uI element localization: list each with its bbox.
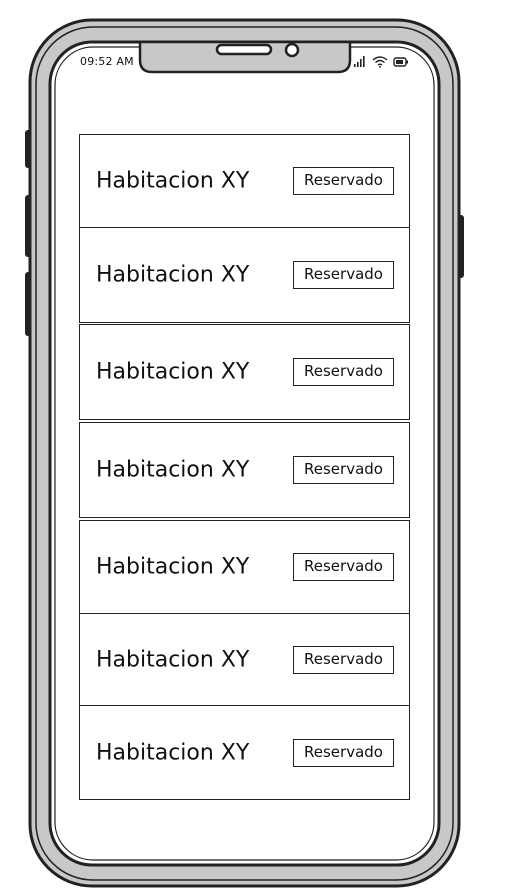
room-row[interactable]: Habitacion XY Reservado xyxy=(79,520,410,614)
room-name: Habitacion XY xyxy=(96,359,250,385)
room-row[interactable]: Habitacion XY Reservado xyxy=(79,422,410,518)
reserved-status-button[interactable]: Reservado xyxy=(293,261,394,289)
speaker-icon xyxy=(215,43,273,56)
battery-icon xyxy=(393,57,408,67)
reserved-status-button[interactable]: Reservado xyxy=(293,167,394,195)
reserved-status-button[interactable]: Reservado xyxy=(293,553,394,581)
room-name: Habitacion XY xyxy=(96,554,250,580)
room-row[interactable]: Habitacion XY Reservado xyxy=(79,134,410,228)
status-icons xyxy=(354,56,408,68)
camera-icon xyxy=(284,42,300,58)
wifi-icon xyxy=(372,56,388,68)
reserved-status-button[interactable]: Reservado xyxy=(293,456,394,484)
room-row[interactable]: Habitacion XY Reservado xyxy=(79,227,410,323)
reserved-status-button[interactable]: Reservado xyxy=(293,358,394,386)
room-row[interactable]: Habitacion XY Reservado xyxy=(79,705,410,800)
room-name: Habitacion XY xyxy=(96,647,250,672)
room-name: Habitacion XY xyxy=(96,457,250,483)
reserved-status-button[interactable]: Reservado xyxy=(293,645,394,674)
status-time: 09:52 AM xyxy=(80,55,134,68)
room-name: Habitacion XY xyxy=(96,262,250,288)
room-name: Habitacion XY xyxy=(96,740,250,765)
room-name: Habitacion XY xyxy=(96,168,250,194)
reserved-status-button[interactable]: Reservado xyxy=(293,738,394,767)
room-list: Habitacion XY Reservado Habitacion XY Re… xyxy=(79,134,410,800)
room-row[interactable]: Habitacion XY Reservado xyxy=(79,324,410,420)
signal-icon xyxy=(354,56,365,67)
room-row[interactable]: Habitacion XY Reservado xyxy=(79,613,410,706)
